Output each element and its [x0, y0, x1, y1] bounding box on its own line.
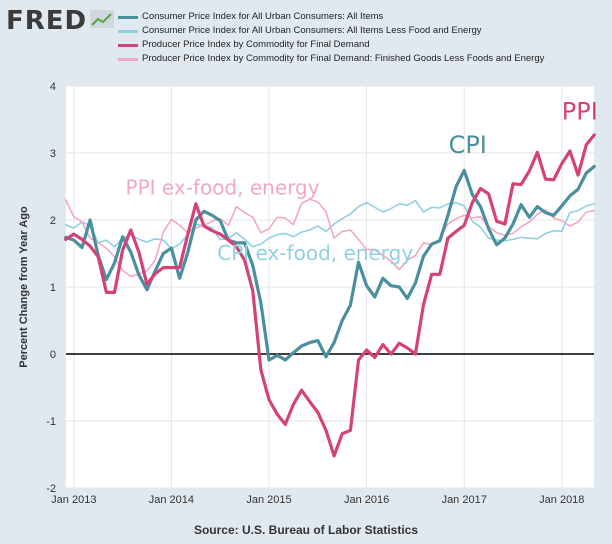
y-tick-label: -1: [46, 416, 56, 428]
y-tick-label: -2: [46, 483, 56, 495]
x-tick-label: Jan 2014: [149, 494, 194, 506]
annotation-label: CPI ex-food, energy: [217, 241, 413, 265]
legend-label: Consumer Price Index for All Urban Consu…: [142, 11, 384, 22]
annotation-label: CPI: [449, 131, 487, 159]
x-tick-label: Jan 2018: [539, 494, 584, 506]
x-tick-label: Jan 2015: [246, 494, 291, 506]
fred-logo[interactable]: FRED: [6, 6, 88, 36]
source-note: Source: U.S. Bureau of Labor Statistics: [193, 523, 419, 537]
y-axis-label: Percent Change from Year Ago: [18, 206, 30, 368]
annotation-label: PPI: [562, 98, 598, 126]
legend-swatch: [118, 58, 138, 61]
y-tick-label: 3: [50, 148, 56, 160]
header: FRED Consumer Price Index for All Urban …: [0, 0, 612, 80]
legend-swatch: [118, 44, 138, 47]
y-tick-label: 1: [50, 282, 56, 294]
legend-label: Producer Price Index by Commodity for Fi…: [142, 39, 370, 50]
legend-swatch: [118, 30, 138, 33]
x-tick-label: Jan 2016: [344, 494, 389, 506]
y-tick-label: 4: [50, 81, 56, 93]
legend-label: Producer Price Index by Commodity for Fi…: [142, 53, 545, 64]
legend-item-ppi[interactable]: Producer Price Index by Commodity for Fi…: [118, 38, 610, 52]
y-tick-label: 2: [50, 215, 56, 227]
x-tick-label: Jan 2013: [51, 494, 96, 506]
legend-swatch: [118, 16, 138, 19]
legend: Consumer Price Index for All Urban Consu…: [118, 10, 610, 66]
y-tick-label: 0: [50, 349, 56, 361]
series-line-2: [64, 133, 596, 458]
legend-item-core-ppi[interactable]: Producer Price Index by Commodity for Fi…: [118, 52, 610, 66]
line-chart: -2 -1 0 1 2 3 4 Jan 2013 Jan 2014 Jan 2015 Jan 201…: [18, 81, 598, 506]
chart-trend-icon: [90, 10, 114, 28]
legend-item-cpi[interactable]: Consumer Price Index for All Urban Consu…: [118, 10, 610, 24]
legend-label: Consumer Price Index for All Urban Consu…: [142, 25, 482, 36]
annotation-label: PPI ex-food, energy: [126, 176, 320, 200]
legend-item-core-cpi[interactable]: Consumer Price Index for All Urban Consu…: [118, 24, 610, 38]
x-tick-label: Jan 2017: [442, 494, 487, 506]
